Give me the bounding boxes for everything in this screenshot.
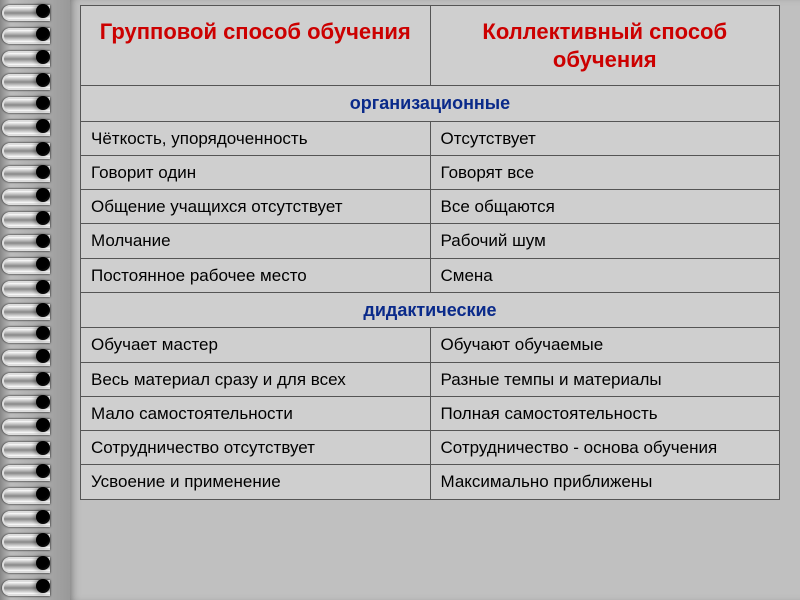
spiral-ring <box>0 25 70 43</box>
table-row: Говорит один Говорят все <box>81 155 780 189</box>
cell-right: Смена <box>430 258 780 292</box>
cell-right: Говорят все <box>430 155 780 189</box>
table-row: Постоянное рабочее место Смена <box>81 258 780 292</box>
section-title-organizational: организационные <box>81 86 780 122</box>
spiral-ring <box>0 324 70 342</box>
spiral-ring <box>0 577 70 595</box>
spiral-ring <box>0 163 70 181</box>
cell-left: Весь материал сразу и для всех <box>81 362 431 396</box>
spiral-ring <box>0 416 70 434</box>
spiral-ring <box>0 439 70 457</box>
spiral-ring <box>0 94 70 112</box>
spiral-ring <box>0 2 70 20</box>
cell-right: Разные темпы и материалы <box>430 362 780 396</box>
spiral-ring <box>0 48 70 66</box>
spiral-ring <box>0 71 70 89</box>
spiral-ring <box>0 485 70 503</box>
table-row: Усвоение и применение Максимально прибли… <box>81 465 780 499</box>
spiral-ring <box>0 508 70 526</box>
notebook-page: Групповой способ обучения Коллективный с… <box>70 0 800 600</box>
table-row: Сотрудничество отсутствует Сотрудничеств… <box>81 431 780 465</box>
table-row: Весь материал сразу и для всех Разные те… <box>81 362 780 396</box>
table-row: Общение учащихся отсутствует Все общаютс… <box>81 190 780 224</box>
cell-left: Чёткость, упорядоченность <box>81 121 431 155</box>
table-row: Молчание Рабочий шум <box>81 224 780 258</box>
cell-left: Обучает мастер <box>81 328 431 362</box>
table-header-row: Групповой способ обучения Коллективный с… <box>81 6 780 86</box>
cell-right: Рабочий шум <box>430 224 780 258</box>
spiral-ring <box>0 209 70 227</box>
cell-right: Полная самостоятельность <box>430 396 780 430</box>
spiral-ring <box>0 554 70 572</box>
table-row: Мало самостоятельности Полная самостояте… <box>81 396 780 430</box>
table-row: Чёткость, упорядоченность Отсутствует <box>81 121 780 155</box>
header-right: Коллективный способ обучения <box>430 6 780 86</box>
comparison-table: Групповой способ обучения Коллективный с… <box>80 5 780 500</box>
section-row-didactic: дидактические <box>81 292 780 328</box>
spiral-ring <box>0 140 70 158</box>
header-left: Групповой способ обучения <box>81 6 431 86</box>
cell-right: Отсутствует <box>430 121 780 155</box>
cell-left: Говорит один <box>81 155 431 189</box>
spiral-ring <box>0 278 70 296</box>
spiral-ring <box>0 531 70 549</box>
cell-left: Усвоение и применение <box>81 465 431 499</box>
section-title-didactic: дидактические <box>81 292 780 328</box>
cell-right: Все общаются <box>430 190 780 224</box>
cell-left: Молчание <box>81 224 431 258</box>
spiral-ring <box>0 117 70 135</box>
cell-right: Сотрудничество - основа обучения <box>430 431 780 465</box>
cell-left: Сотрудничество отсутствует <box>81 431 431 465</box>
table-row: Обучает мастер Обучают обучаемые <box>81 328 780 362</box>
cell-left: Общение учащихся отсутствует <box>81 190 431 224</box>
spiral-ring <box>0 347 70 365</box>
spiral-binding <box>0 0 70 600</box>
spiral-ring <box>0 232 70 250</box>
spiral-ring <box>0 393 70 411</box>
spiral-ring <box>0 462 70 480</box>
spiral-ring <box>0 301 70 319</box>
cell-left: Постоянное рабочее место <box>81 258 431 292</box>
section-row-organizational: организационные <box>81 86 780 122</box>
spiral-ring <box>0 370 70 388</box>
spiral-ring <box>0 186 70 204</box>
cell-right: Максимально приближены <box>430 465 780 499</box>
spiral-ring <box>0 255 70 273</box>
cell-right: Обучают обучаемые <box>430 328 780 362</box>
cell-left: Мало самостоятельности <box>81 396 431 430</box>
